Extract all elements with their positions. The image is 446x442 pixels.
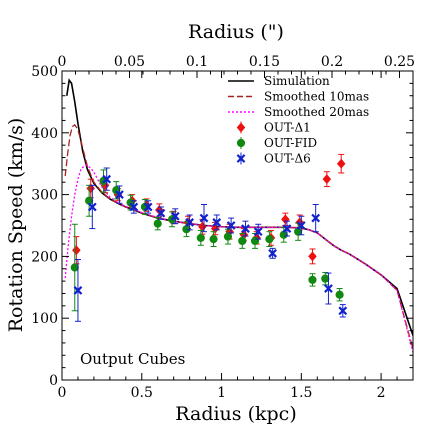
data-point — [250, 236, 260, 246]
y-tick-label: 0 — [49, 373, 58, 389]
data-point — [253, 227, 263, 237]
x-tick-label: 0 — [58, 385, 67, 401]
x2-tick-label: 0.05 — [114, 54, 145, 70]
data-point — [226, 221, 236, 230]
data-point — [321, 274, 330, 283]
data-point — [185, 218, 195, 227]
data-point — [87, 202, 97, 212]
data-point — [241, 224, 250, 233]
data-point — [308, 275, 317, 284]
curve-1 — [64, 123, 413, 350]
legend-label-0: Simulation — [264, 74, 330, 88]
legend-label-1: Smoothed 10mas — [264, 90, 369, 104]
x2-tick-label: 0 — [58, 54, 67, 70]
data-point — [322, 174, 332, 185]
y-tick-label: 500 — [31, 64, 58, 80]
panel-annotation: Output Cubes — [80, 350, 185, 368]
data-point — [170, 211, 180, 221]
data-points — [70, 153, 348, 322]
data-point — [209, 234, 218, 244]
data-point — [238, 236, 247, 246]
data-point — [338, 306, 348, 316]
legend-label-2: Smoothed 20mas — [264, 105, 369, 119]
legend-marker-2 — [236, 154, 246, 163]
data-point — [72, 245, 81, 256]
x-axis-title: Radius (kpc) — [175, 403, 296, 425]
legend-label-series-0: OUT-Δ1 — [264, 121, 311, 135]
legend-marker-1 — [236, 138, 246, 148]
data-point — [265, 234, 274, 244]
data-point — [281, 214, 290, 225]
top-axis-title: Radius (") — [188, 21, 284, 43]
data-point — [73, 286, 83, 295]
curve-2 — [64, 164, 413, 353]
data-point — [336, 158, 346, 169]
x2-tick-label: 0.25 — [384, 54, 415, 70]
legend-marker-0 — [236, 122, 246, 133]
data-point — [198, 221, 207, 232]
data-point — [196, 233, 205, 242]
legend-label-series-1: OUT-FID — [264, 136, 317, 150]
data-point — [70, 263, 79, 272]
data-point — [282, 224, 292, 233]
x2-tick-label: 0.2 — [321, 54, 343, 70]
data-point — [182, 225, 191, 234]
x2-tick-label: 0.15 — [249, 54, 280, 70]
y-tick-label: 200 — [31, 249, 58, 265]
x-tick-label: 2 — [377, 385, 386, 401]
data-point — [311, 213, 321, 223]
data-point — [268, 248, 277, 258]
data-point — [212, 218, 222, 227]
data-point — [129, 202, 139, 212]
data-point — [102, 174, 112, 184]
data-point — [308, 251, 317, 262]
simulation-curves — [64, 78, 413, 353]
data-point — [199, 213, 209, 223]
data-point — [115, 190, 124, 199]
plot-frame — [61, 70, 414, 381]
data-point — [296, 221, 306, 230]
y-tick-label: 300 — [31, 188, 58, 204]
data-point — [335, 290, 344, 299]
x2-tick-label: 0.1 — [186, 54, 208, 70]
data-point — [223, 232, 233, 241]
y-tick-label: 400 — [31, 126, 58, 142]
y-axis-title: Rotation Speed (km/s) — [5, 118, 27, 333]
y-tick-label: 100 — [31, 311, 58, 327]
data-point — [210, 223, 220, 234]
data-point — [153, 219, 162, 228]
data-point — [324, 284, 333, 293]
legend-label-series-2: OUT-Δ6 — [264, 152, 311, 166]
data-point — [156, 208, 166, 218]
x-tick-label: 1 — [217, 385, 226, 401]
x-tick-label: 0.5 — [131, 385, 153, 401]
data-point — [143, 202, 153, 212]
x-tick-label: 1.5 — [290, 385, 312, 401]
